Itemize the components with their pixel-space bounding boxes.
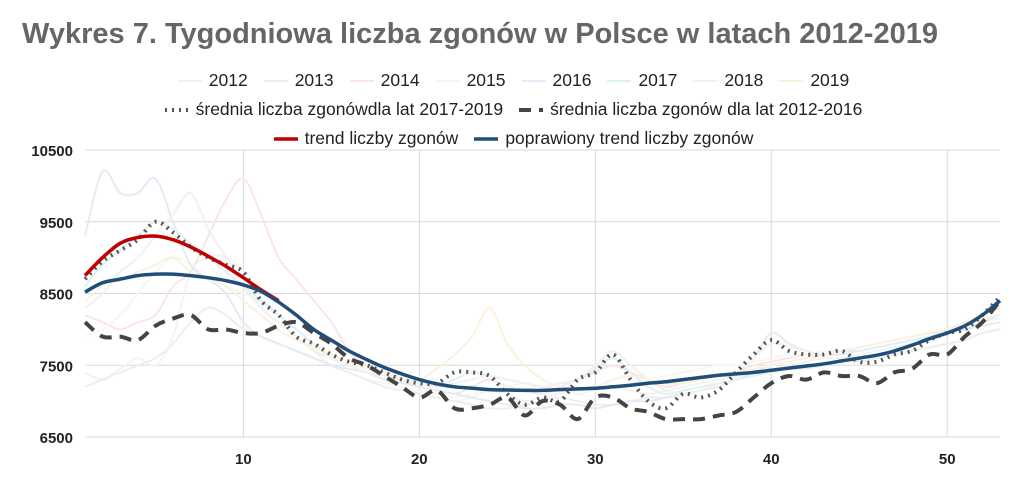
legend-row-trends: trend liczby zgonów poprawiony trend licz… xyxy=(0,128,1027,149)
legend-swatch xyxy=(474,136,499,141)
legend-swatch xyxy=(349,79,374,82)
y-tick-label: 6500 xyxy=(40,430,73,447)
x-tick-label: 50 xyxy=(939,451,956,468)
series-line-4 xyxy=(84,169,1001,410)
legend-item: 2013 xyxy=(263,70,334,91)
legend-label: średnia liczba zgonów dla lat 2012-2016 xyxy=(550,99,863,119)
legend-item: 2014 xyxy=(349,70,420,91)
legend-label: 2019 xyxy=(810,70,850,90)
x-tick-label: 20 xyxy=(411,451,428,468)
chart-title: Wykres 7. Tygodniowa liczba zgonów w Pol… xyxy=(22,18,938,50)
legend-item: poprawiony trend liczby zgonów xyxy=(474,128,753,149)
y-tick-label: 10500 xyxy=(31,143,73,160)
legend-label: 2015 xyxy=(466,70,506,90)
legend-item: 2018 xyxy=(693,70,763,91)
series-line-10 xyxy=(83,234,280,303)
legend-label: 2017 xyxy=(638,70,678,90)
series-line-0 xyxy=(84,254,1001,403)
legend-item: średnia liczba zgonówdla lat 2017-2019 xyxy=(164,99,504,120)
x-tick-label: 30 xyxy=(587,451,604,468)
legend-swatch xyxy=(519,107,544,112)
legend-item: 2016 xyxy=(521,70,592,91)
legend-swatch xyxy=(273,136,298,141)
legend-item: 2015 xyxy=(435,70,506,91)
legend-item: 2017 xyxy=(607,70,677,91)
legend-swatch xyxy=(435,79,460,82)
y-tick-label: 7500 xyxy=(40,358,73,375)
legend-swatch xyxy=(263,79,288,82)
x-axis-labels: 10 20 30 40 50 xyxy=(235,451,956,468)
legend-item: 2019 xyxy=(779,70,849,91)
legend-label: 2012 xyxy=(208,70,248,90)
legend-item: średnia liczba zgonów dla lat 2012-2016 xyxy=(519,99,862,120)
y-tick-label: 8500 xyxy=(40,287,73,304)
legend-swatch xyxy=(779,79,804,82)
legend-label: 2018 xyxy=(724,70,764,90)
legend-swatch xyxy=(177,79,202,82)
legend-label: 2014 xyxy=(380,70,420,90)
y-tick-label: 9500 xyxy=(40,215,73,232)
series-line-5 xyxy=(84,220,1001,395)
series-line-7 xyxy=(84,256,1001,392)
legend-label: 2016 xyxy=(552,70,592,90)
legend-row-averages: średnia liczba zgonówdla lat 2017-2019 śr… xyxy=(0,99,1027,120)
legend-swatch xyxy=(521,79,546,82)
x-tick-label: 40 xyxy=(763,451,780,468)
x-tick-label: 10 xyxy=(235,451,252,468)
legend-label: trend liczby zgonów xyxy=(304,128,459,148)
legend-label: poprawiony trend liczby zgonów xyxy=(505,128,754,148)
series-line-9 xyxy=(83,299,1002,422)
legend-swatch xyxy=(607,79,632,82)
legend-row-years: 2012 2013 2014 2015 2016 2017 2018 2019 xyxy=(0,70,1027,91)
legend-label: 2013 xyxy=(294,70,334,90)
legend-item: trend liczby zgonów xyxy=(273,128,459,149)
series-line-11 xyxy=(84,272,1002,393)
y-axis-labels: 6500 7500 8500 9500 10500 xyxy=(31,143,73,447)
legend-label: średnia liczba zgonówdla lat 2017-2019 xyxy=(195,99,504,119)
legend-swatch xyxy=(693,79,718,82)
series-lines xyxy=(83,169,1002,422)
legend-item: 2012 xyxy=(177,70,248,91)
grid xyxy=(85,149,1000,438)
